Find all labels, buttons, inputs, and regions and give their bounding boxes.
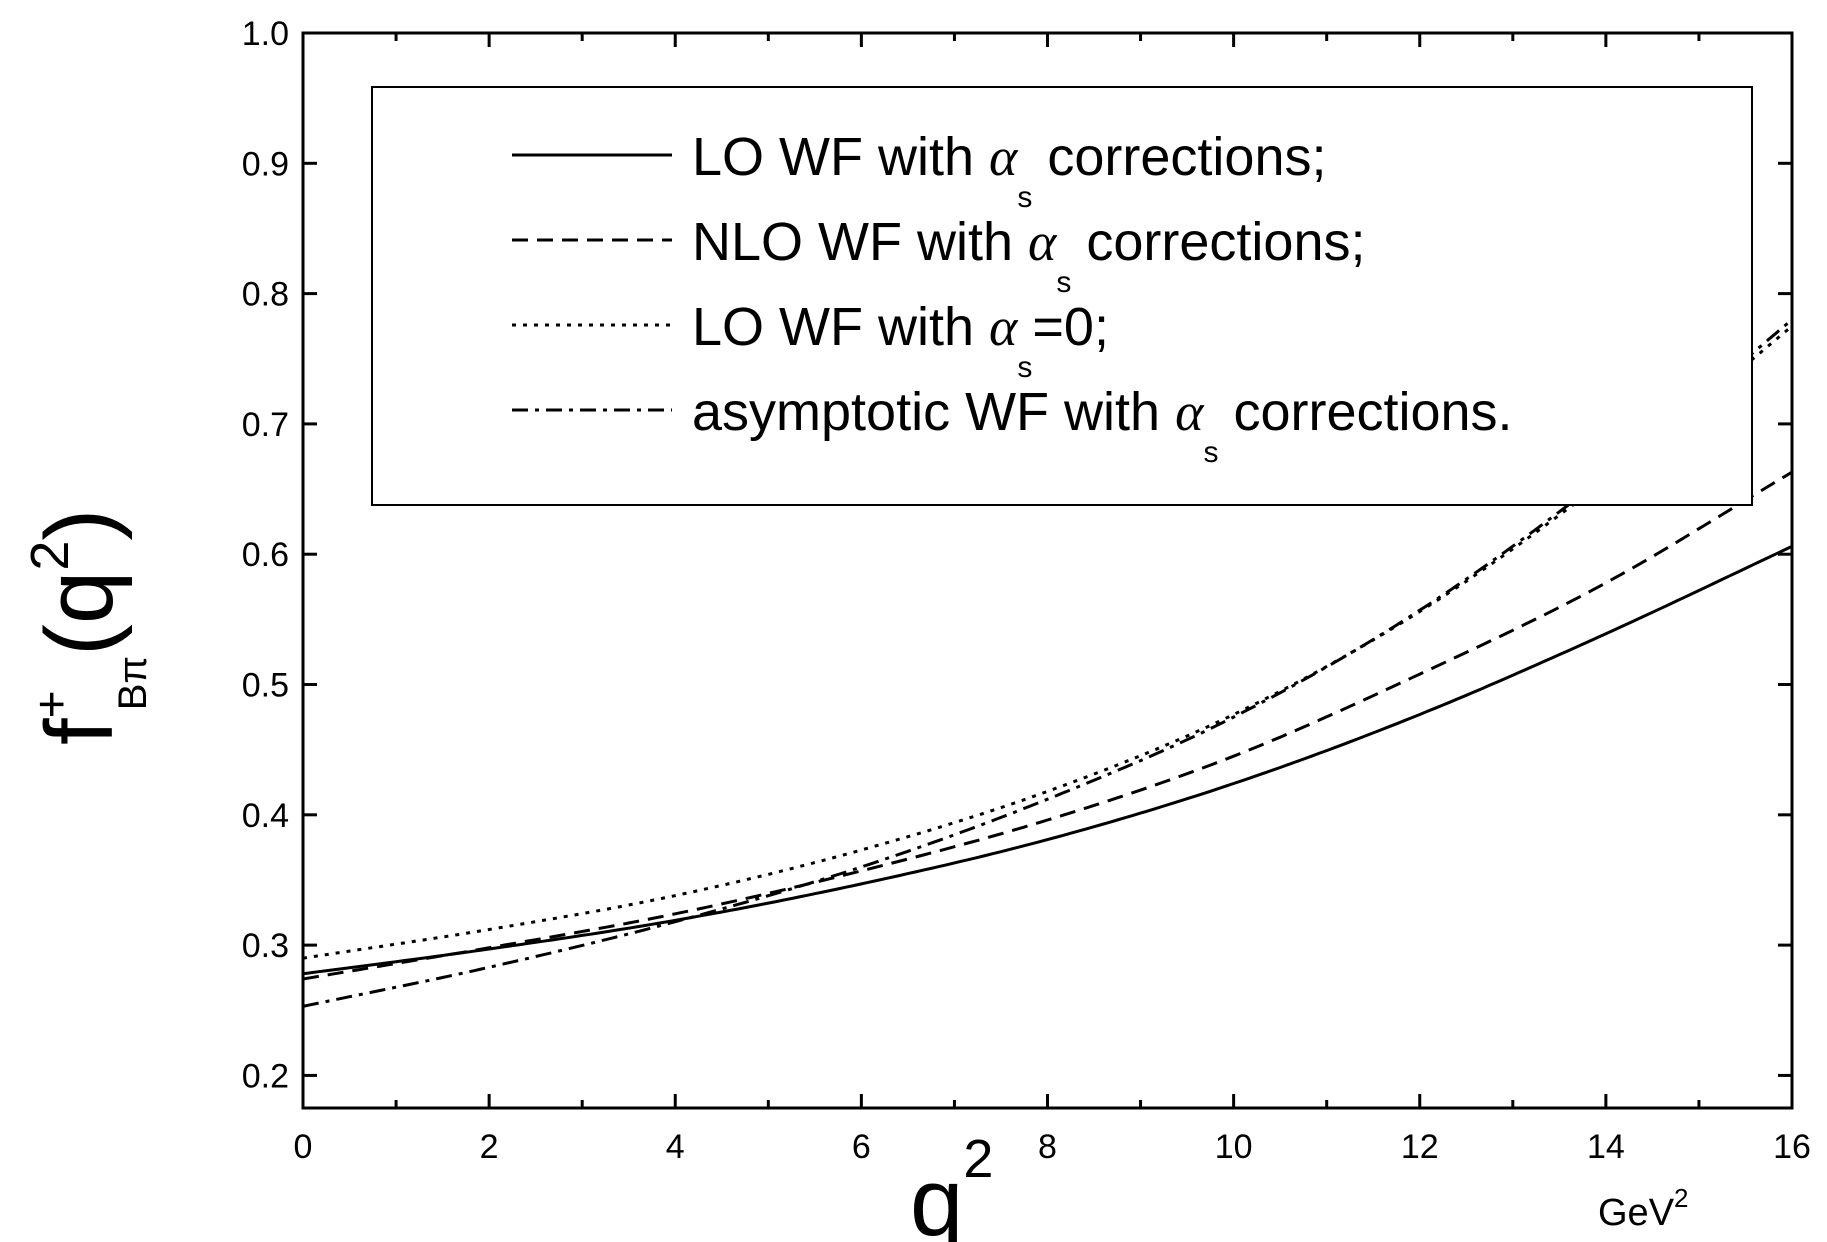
y-axis-title: f+ Bπ(q2) [20,509,155,745]
x-tick-label: 14 [1587,1128,1625,1166]
legend: LO WF with αs corrections;NLO WF with αs… [371,86,1753,506]
legend-label-2: NLO WF with αs corrections; [692,212,1366,299]
legend-label-4: asymptotic WF with αs corrections. [692,382,1513,469]
y-axis-label: f [26,718,133,745]
series-layer [302,318,1793,1008]
x-axis-unit: GeV [1598,1192,1675,1234]
series-line-1 [302,545,1793,976]
y-axis-label-sup: + [26,690,79,718]
y-axis-label-close: ) [26,509,133,541]
y-tick-label: 0.2 [242,1057,289,1095]
y-tick-label: 0.9 [242,145,289,183]
x-axis-title: q2 GeV2 [910,1129,1689,1242]
y-axis-label-arg: (q [26,571,133,656]
y-axis-label-sub: Bπ [111,656,155,710]
tick-layer: 0 2 4 6 8 10 12 14 16 0.2 0.3 0.4 0.5 0.6 0.7 0.8 0.9 1.0 [242,15,1811,1166]
svg-text:f+Bπ(q2): f+ Bπ(q2) [20,509,155,745]
x-tick-label: 4 [666,1128,685,1166]
y-tick-label: 0.5 [242,667,289,705]
y-tick-label: 0.8 [242,276,289,314]
series-line-2 [302,470,1793,981]
x-tick-label: 16 [1773,1128,1811,1166]
x-axis-label-sup: 2 [963,1129,993,1189]
y-tick-label: 0.4 [242,797,289,835]
svg-text:GeV2: GeV2 [1598,1183,1689,1234]
x-axis-label: q [910,1149,963,1242]
x-tick-label: 6 [852,1128,871,1166]
legend-box [371,86,1753,506]
x-tick-label: 8 [1038,1128,1057,1166]
y-tick-label: 0.6 [242,536,289,574]
y-tick-label: 0.7 [242,406,289,444]
legend-label-1: LO WF with αs corrections; [692,127,1327,214]
legend-label-3: LO WF with αs=0; [692,297,1109,384]
x-tick-label: 12 [1401,1128,1439,1166]
y-tick-label: 0.3 [242,927,289,965]
svg-text:q2: q2 [910,1129,993,1242]
x-tick-label: 10 [1215,1128,1253,1166]
series-line-4 [302,318,1793,1008]
y-axis-label-arg-sup: 2 [20,541,80,571]
x-tick-label: 2 [480,1128,499,1166]
x-axis-unit-sup: 2 [1674,1183,1688,1213]
y-tick-label: 1.0 [242,15,289,53]
x-tick-label: 0 [294,1128,313,1166]
